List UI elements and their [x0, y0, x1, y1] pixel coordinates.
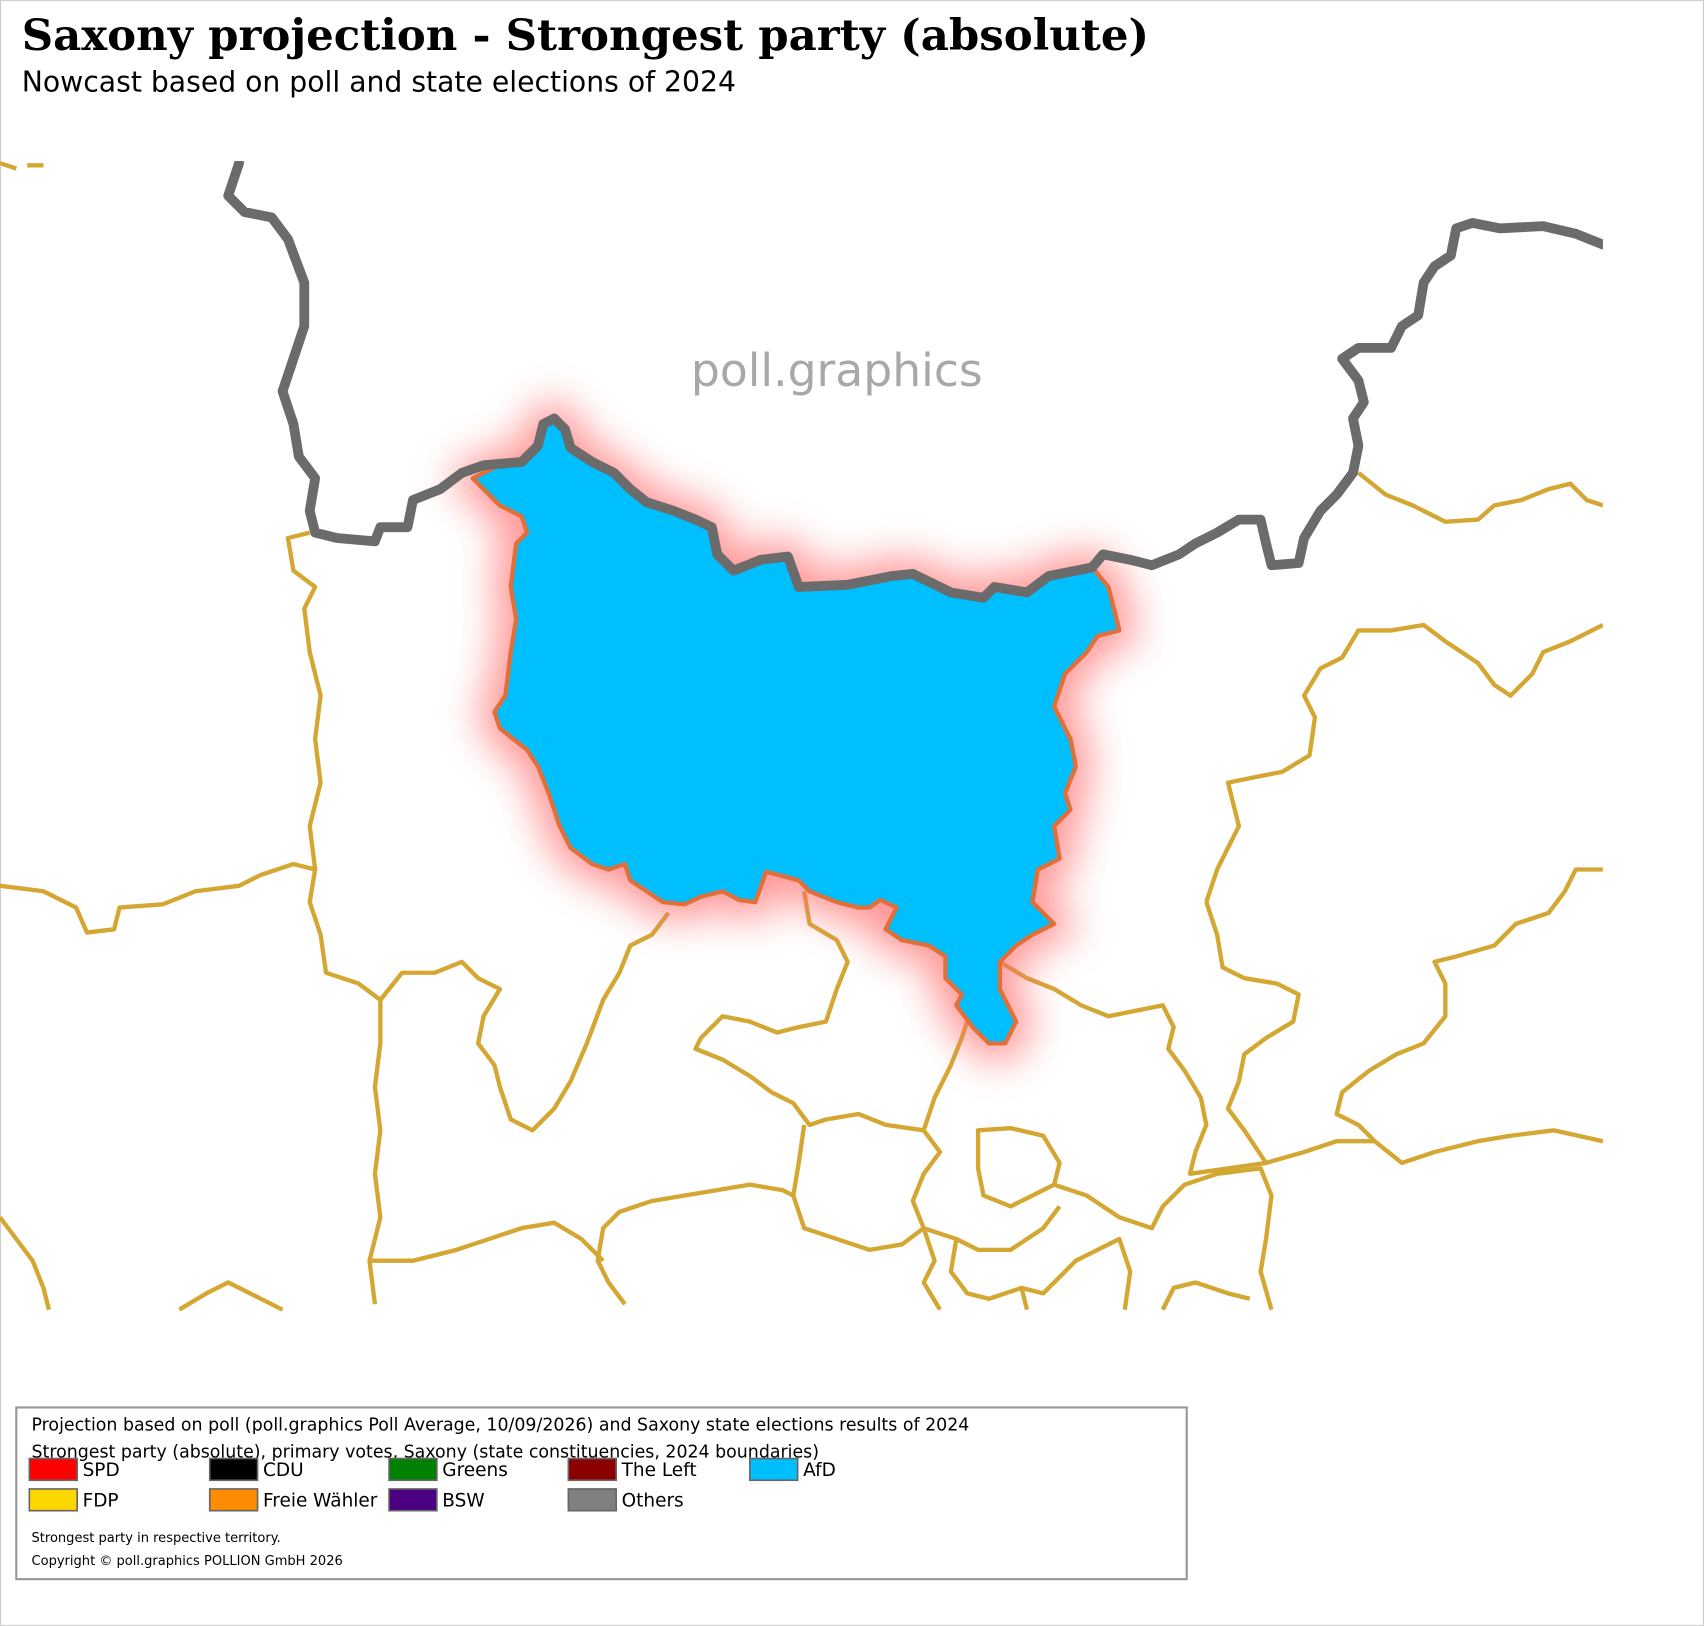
legend-swatch — [388, 1457, 438, 1482]
subtitle: Nowcast based on poll and state election… — [22, 65, 736, 98]
constituency-borders — [0, 161, 1603, 1312]
legend-label: Others — [622, 1490, 684, 1511]
legend-note: Copyright © poll.graphics POLLION GmbH 2… — [32, 1554, 343, 1569]
state-border — [223, 160, 1603, 603]
legend-note: Strongest party in respective territory. — [32, 1531, 281, 1546]
legend-swatch — [28, 1457, 78, 1482]
legend-swatch — [208, 1488, 259, 1512]
legend-label: Freie Wähler — [263, 1490, 378, 1511]
legend-label: AfD — [803, 1460, 836, 1481]
legend-label: SPD — [83, 1460, 120, 1481]
legend-label: BSW — [442, 1490, 484, 1511]
legend-swatch — [567, 1488, 617, 1512]
legend-line: Strongest party (absolute), primary vote… — [32, 1442, 820, 1462]
watermark: poll.graphics — [691, 344, 983, 397]
legend-label: FDP — [83, 1490, 119, 1511]
legend-label: CDU — [263, 1460, 304, 1481]
map — [0, 160, 1603, 1312]
title: Saxony projection - Strongest party (abs… — [22, 10, 1149, 61]
legend-swatch — [388, 1488, 438, 1512]
legend-swatch — [749, 1457, 799, 1482]
legend: Projection based on poll (poll.graphics … — [15, 1406, 1188, 1581]
legend-swatch — [208, 1457, 259, 1482]
legend-line: Projection based on poll (poll.graphics … — [32, 1415, 970, 1435]
legend-label: Greens — [442, 1460, 508, 1481]
legend-label: The Left — [621, 1460, 697, 1481]
legend-swatch — [567, 1457, 617, 1482]
legend-swatch — [28, 1488, 78, 1512]
